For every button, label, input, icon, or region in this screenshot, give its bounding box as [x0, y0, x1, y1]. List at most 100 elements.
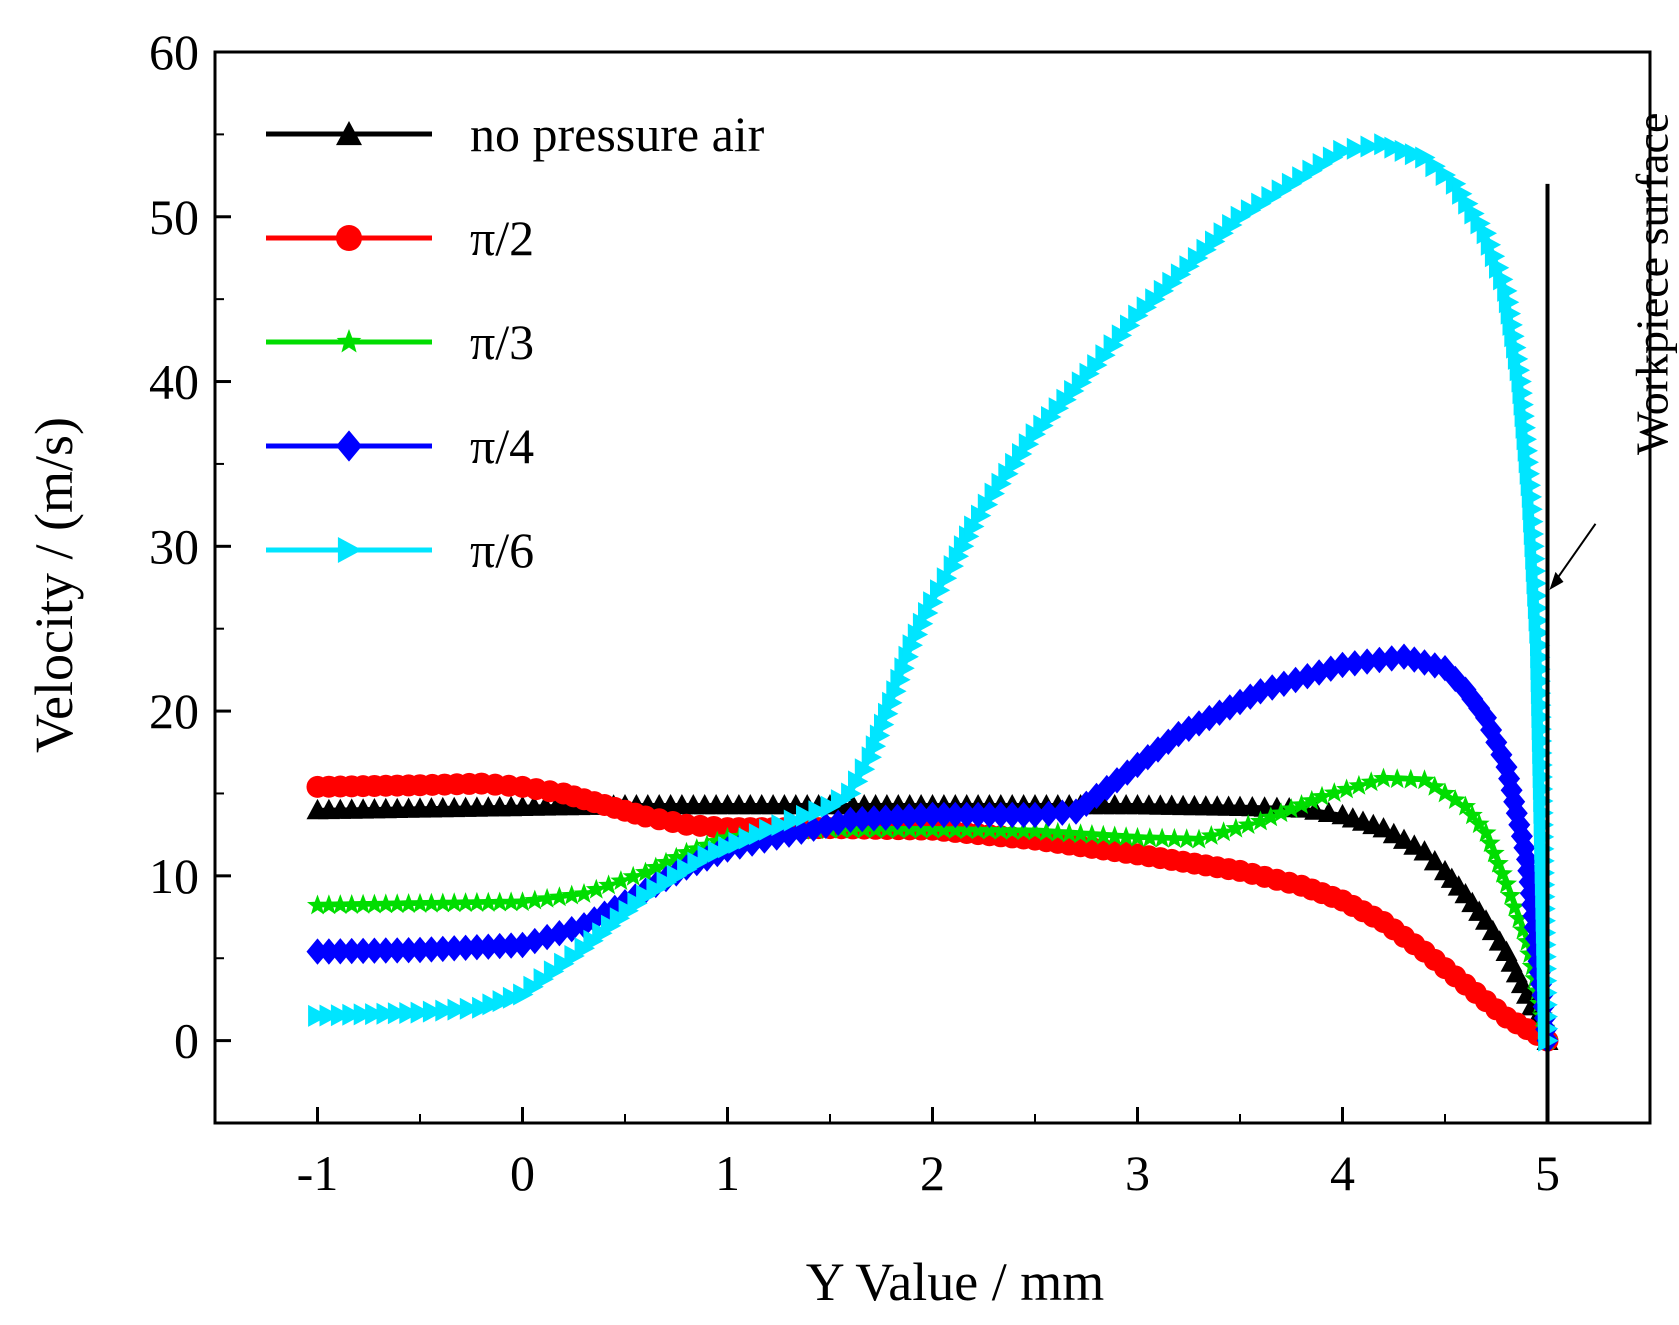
series-marker [923, 591, 944, 614]
series-marker [548, 886, 570, 907]
series-marker [943, 555, 964, 578]
series-marker [1317, 801, 1340, 822]
series-marker [1508, 811, 1531, 838]
series-marker [1240, 199, 1262, 222]
series-marker [1024, 820, 1046, 841]
series-marker [955, 801, 978, 829]
series-marker [802, 815, 825, 842]
series-marker [1213, 821, 1235, 842]
series-marker [1404, 143, 1426, 166]
series-marker [874, 804, 897, 831]
y-tick-label: 0 [174, 1013, 199, 1069]
series-marker [1333, 139, 1354, 162]
series-line [317, 654, 1550, 1041]
series-marker [1400, 768, 1422, 789]
series-marker [909, 802, 932, 829]
series-marker [533, 968, 554, 991]
series-marker [513, 983, 534, 1006]
series-marker [635, 861, 656, 882]
series-marker [910, 818, 932, 839]
series-marker [477, 891, 499, 912]
series-marker [622, 865, 644, 886]
series-marker [1496, 873, 1517, 893]
series-marker [386, 893, 408, 914]
series-marker [454, 934, 477, 961]
y-tick-label: 30 [149, 518, 199, 574]
series-marker [1394, 139, 1415, 162]
series-marker [1163, 827, 1185, 848]
series-marker [1051, 799, 1074, 826]
series-marker [1035, 821, 1057, 841]
series-marker [1013, 820, 1035, 841]
series-marker [1500, 884, 1522, 905]
series-marker [783, 809, 805, 832]
series-marker [1384, 136, 1405, 159]
series-marker [706, 830, 728, 851]
series-marker [1115, 826, 1137, 847]
series-marker [397, 937, 420, 964]
series-marker [778, 821, 800, 848]
y-axis-ticks: 0 10 20 30 40 50 60 [149, 24, 231, 1124]
series-marker [1081, 824, 1103, 844]
series-marker [1470, 212, 1491, 235]
y-axis-label: Velocity / (m/s) [24, 417, 84, 753]
y-tick-label: 60 [149, 24, 199, 80]
series-marker [1188, 828, 1210, 849]
series-marker [1495, 753, 1518, 781]
series-marker [1106, 767, 1128, 794]
series-marker [1415, 146, 1436, 169]
series-marker [431, 935, 454, 963]
x-tick-label: 2 [920, 1145, 945, 1201]
legend-item-3: π/4 [266, 418, 534, 474]
series-marker [386, 937, 409, 964]
series-marker [964, 515, 985, 538]
legend-marker [336, 121, 362, 146]
series-marker [1475, 704, 1497, 731]
series-marker [790, 818, 813, 845]
series-marker [329, 894, 351, 914]
series-marker [1510, 823, 1533, 850]
series-marker [1505, 800, 1528, 827]
series-marker [1487, 852, 1509, 873]
series-marker [443, 935, 466, 962]
series-marker [808, 800, 829, 823]
x-tick-label: 4 [1330, 1145, 1355, 1201]
series-marker [1312, 153, 1333, 175]
series-marker [374, 937, 397, 964]
series-marker [593, 900, 616, 927]
series-marker [536, 887, 558, 908]
series-marker [330, 1004, 352, 1027]
series-marker [1323, 782, 1345, 802]
series-marker [1151, 827, 1173, 848]
x-tick-label: 3 [1125, 1145, 1150, 1201]
series-marker [1251, 192, 1272, 215]
series-marker [573, 883, 595, 903]
series-marker [341, 894, 363, 914]
series-marker [979, 819, 1000, 840]
series-marker [342, 1003, 363, 1026]
series-marker [1301, 789, 1323, 810]
series-marker [399, 1002, 420, 1024]
series-marker [1208, 699, 1231, 726]
y-tick-label: 50 [149, 189, 199, 245]
series-marker [771, 814, 792, 837]
series-marker [636, 884, 657, 907]
series-marker [1435, 164, 1456, 186]
series-marker [1139, 827, 1161, 848]
series-marker [614, 889, 636, 916]
series-marker [1225, 817, 1247, 838]
x-tick-label: 0 [510, 1145, 535, 1201]
legend-label: π/4 [470, 418, 534, 474]
series-marker [1504, 896, 1526, 917]
series-marker [1434, 655, 1456, 682]
series-marker [1291, 794, 1312, 814]
series-marker [1272, 670, 1295, 697]
series-marker [1483, 842, 1505, 863]
series-0 [306, 794, 1559, 1050]
series-marker [1393, 643, 1415, 670]
series-marker [1374, 133, 1395, 156]
series-marker [307, 894, 328, 915]
series-marker [387, 1002, 409, 1025]
series-marker [1373, 767, 1394, 788]
